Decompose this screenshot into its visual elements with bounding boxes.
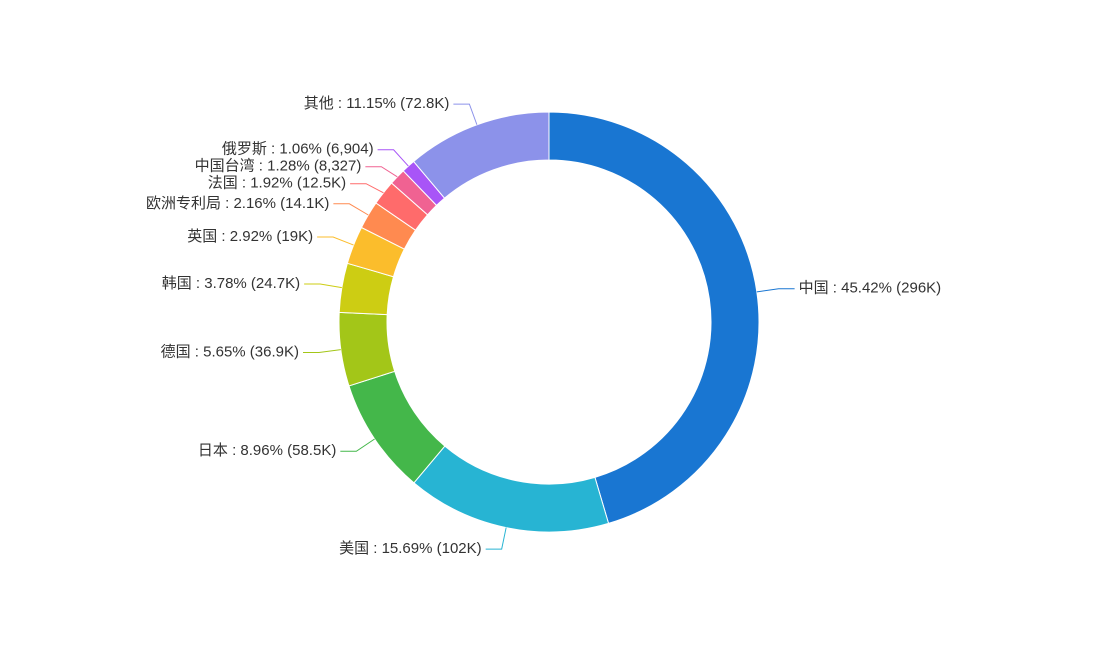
slice-label: 中国 : 45.42% (296K) — [799, 280, 942, 297]
donut-slice — [548, 111, 760, 525]
slice-label: 日本 : 8.96% (58.5K) — [198, 442, 336, 459]
slice-label: 法国 : 1.92% (12.5K) — [208, 175, 346, 192]
leader-line — [333, 203, 369, 216]
leader-line — [377, 149, 409, 167]
leader-line — [485, 527, 507, 550]
slice-label: 欧洲专利局 : 2.16% (14.1K) — [146, 195, 329, 212]
leader-line — [350, 183, 384, 194]
slice-label: 俄罗斯 : 1.06% (6,904) — [222, 141, 374, 158]
slice-label: 韩国 : 3.78% (24.7K) — [162, 275, 300, 292]
slice-label: 美国 : 15.69% (102K) — [339, 540, 482, 557]
leader-line — [317, 236, 354, 246]
leader-line — [340, 438, 375, 452]
leader-line — [303, 349, 341, 353]
donut-slice — [413, 445, 610, 533]
leader-line — [304, 283, 342, 289]
slice-label: 其他 : 11.15% (72.8K) — [304, 95, 450, 112]
slice-label: 德国 : 5.65% (36.9K) — [161, 342, 299, 360]
leader-line — [453, 103, 478, 125]
donut-slice — [412, 111, 550, 199]
leader-line — [756, 288, 795, 293]
slice-label: 英国 : 2.92% (19K) — [187, 227, 313, 245]
leader-line — [365, 166, 398, 178]
slice-label: 中国台湾 : 1.28% (8,327) — [195, 158, 362, 175]
